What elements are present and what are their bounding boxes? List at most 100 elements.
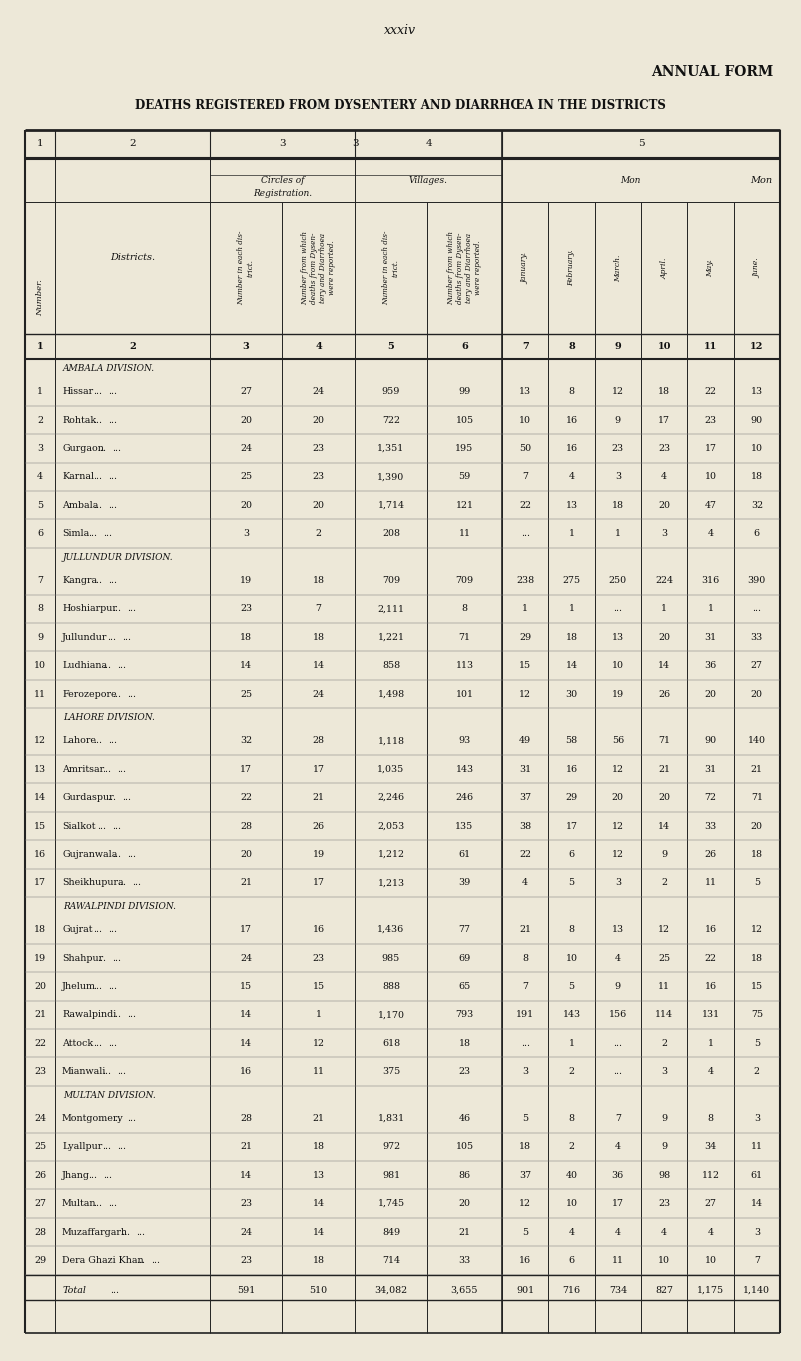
Text: 5: 5 xyxy=(388,342,394,351)
Text: 135: 135 xyxy=(456,822,473,830)
Text: Circles of: Circles of xyxy=(261,176,304,185)
Text: 65: 65 xyxy=(458,981,471,991)
Text: 7: 7 xyxy=(522,472,528,482)
Text: 12: 12 xyxy=(612,387,624,396)
Text: 22: 22 xyxy=(705,954,717,962)
Text: Ferozepore: Ferozepore xyxy=(62,690,117,698)
Text: 22: 22 xyxy=(519,849,531,859)
Text: 4: 4 xyxy=(661,472,667,482)
Text: 18: 18 xyxy=(458,1038,470,1048)
Text: 93: 93 xyxy=(458,736,471,746)
Text: 23: 23 xyxy=(704,415,717,425)
Text: 12: 12 xyxy=(519,1199,531,1209)
Text: 8: 8 xyxy=(569,925,574,934)
Text: Number from which
deaths from Dysen-
tery and Diarrhoea
were reported.: Number from which deaths from Dysen- ter… xyxy=(301,231,336,305)
Text: 10: 10 xyxy=(705,1256,717,1264)
Text: ...: ... xyxy=(107,793,116,802)
Text: 11: 11 xyxy=(458,529,470,538)
Text: 1: 1 xyxy=(37,139,43,148)
Text: 2: 2 xyxy=(569,1067,574,1077)
Text: 21: 21 xyxy=(658,765,670,774)
Text: 9: 9 xyxy=(615,415,621,425)
Text: ...: ... xyxy=(112,1113,121,1123)
Text: JULLUNDUR DIVISION.: JULLUNDUR DIVISION. xyxy=(63,553,174,562)
Text: 21: 21 xyxy=(751,765,763,774)
Text: Ambala: Ambala xyxy=(62,501,99,510)
Text: 27: 27 xyxy=(240,387,252,396)
Text: 2: 2 xyxy=(129,342,136,351)
Text: 1: 1 xyxy=(707,1038,714,1048)
Text: 5: 5 xyxy=(569,878,574,887)
Text: 16: 16 xyxy=(566,765,578,774)
Text: 14: 14 xyxy=(312,1199,324,1209)
Text: 7: 7 xyxy=(37,576,43,585)
Text: 39: 39 xyxy=(458,878,471,887)
Text: 4: 4 xyxy=(707,1228,714,1237)
Text: 191: 191 xyxy=(516,1010,534,1019)
Text: ...: ... xyxy=(127,1113,136,1123)
Text: ...: ... xyxy=(93,925,102,934)
Text: 11: 11 xyxy=(312,1067,324,1077)
Text: Gurdaspur: Gurdaspur xyxy=(62,793,114,802)
Text: 156: 156 xyxy=(609,1010,627,1019)
Text: Hoshiarpur: Hoshiarpur xyxy=(62,604,117,614)
Text: 23: 23 xyxy=(658,1199,670,1209)
Text: 23: 23 xyxy=(312,954,324,962)
Text: ...: ... xyxy=(521,1038,529,1048)
Text: 37: 37 xyxy=(519,1170,531,1180)
Text: 13: 13 xyxy=(34,765,46,774)
Text: 1: 1 xyxy=(522,604,528,614)
Text: MULTAN DIVISION.: MULTAN DIVISION. xyxy=(63,1090,155,1100)
Text: 17: 17 xyxy=(240,765,252,774)
Text: Jhelum: Jhelum xyxy=(62,981,96,991)
Text: 22: 22 xyxy=(34,1038,46,1048)
Text: Amritsar: Amritsar xyxy=(62,765,104,774)
Text: ...: ... xyxy=(108,1199,117,1209)
Text: 8: 8 xyxy=(569,387,574,396)
Text: 17: 17 xyxy=(566,822,578,830)
Text: 4: 4 xyxy=(315,342,322,351)
Text: 8: 8 xyxy=(707,1113,714,1123)
Text: 18: 18 xyxy=(34,925,46,934)
Text: 20: 20 xyxy=(658,793,670,802)
Text: 3: 3 xyxy=(352,139,360,148)
Text: 61: 61 xyxy=(751,1170,763,1180)
Text: ...: ... xyxy=(136,1256,145,1264)
Text: AMBALA DIVISION.: AMBALA DIVISION. xyxy=(63,363,155,373)
Text: ...: ... xyxy=(112,849,121,859)
Text: Number in each dis-
trict.: Number in each dis- trict. xyxy=(238,231,255,305)
Text: 2: 2 xyxy=(754,1067,760,1077)
Text: 71: 71 xyxy=(458,633,470,642)
Text: 1,390: 1,390 xyxy=(377,472,405,482)
Text: 18: 18 xyxy=(240,633,252,642)
Text: ...: ... xyxy=(132,878,141,887)
Text: 77: 77 xyxy=(458,925,470,934)
Text: 25: 25 xyxy=(658,954,670,962)
Text: 18: 18 xyxy=(751,849,763,859)
Text: 18: 18 xyxy=(312,576,324,585)
Text: Rohtak: Rohtak xyxy=(62,415,96,425)
Text: 26: 26 xyxy=(704,849,717,859)
Text: January.: January. xyxy=(521,253,529,283)
Text: RAWALPINDI DIVISION.: RAWALPINDI DIVISION. xyxy=(63,902,176,911)
Text: 23: 23 xyxy=(612,444,624,453)
Text: 5: 5 xyxy=(522,1228,528,1237)
Text: 32: 32 xyxy=(751,501,763,510)
Text: 3: 3 xyxy=(754,1113,760,1123)
Text: ...: ... xyxy=(108,501,117,510)
Text: ...: ... xyxy=(108,981,117,991)
Text: 972: 972 xyxy=(382,1142,400,1151)
Text: 17: 17 xyxy=(240,925,252,934)
Text: ...: ... xyxy=(118,765,127,774)
Text: ...: ... xyxy=(98,954,107,962)
Text: 17: 17 xyxy=(34,878,46,887)
Text: 58: 58 xyxy=(566,736,578,746)
Text: 12: 12 xyxy=(519,690,531,698)
Text: 27: 27 xyxy=(705,1199,717,1209)
Text: 13: 13 xyxy=(612,633,624,642)
Text: 10: 10 xyxy=(34,661,46,670)
Text: 4: 4 xyxy=(37,472,43,482)
Text: 510: 510 xyxy=(309,1286,328,1294)
Text: 23: 23 xyxy=(240,1199,252,1209)
Text: 5: 5 xyxy=(638,139,644,148)
